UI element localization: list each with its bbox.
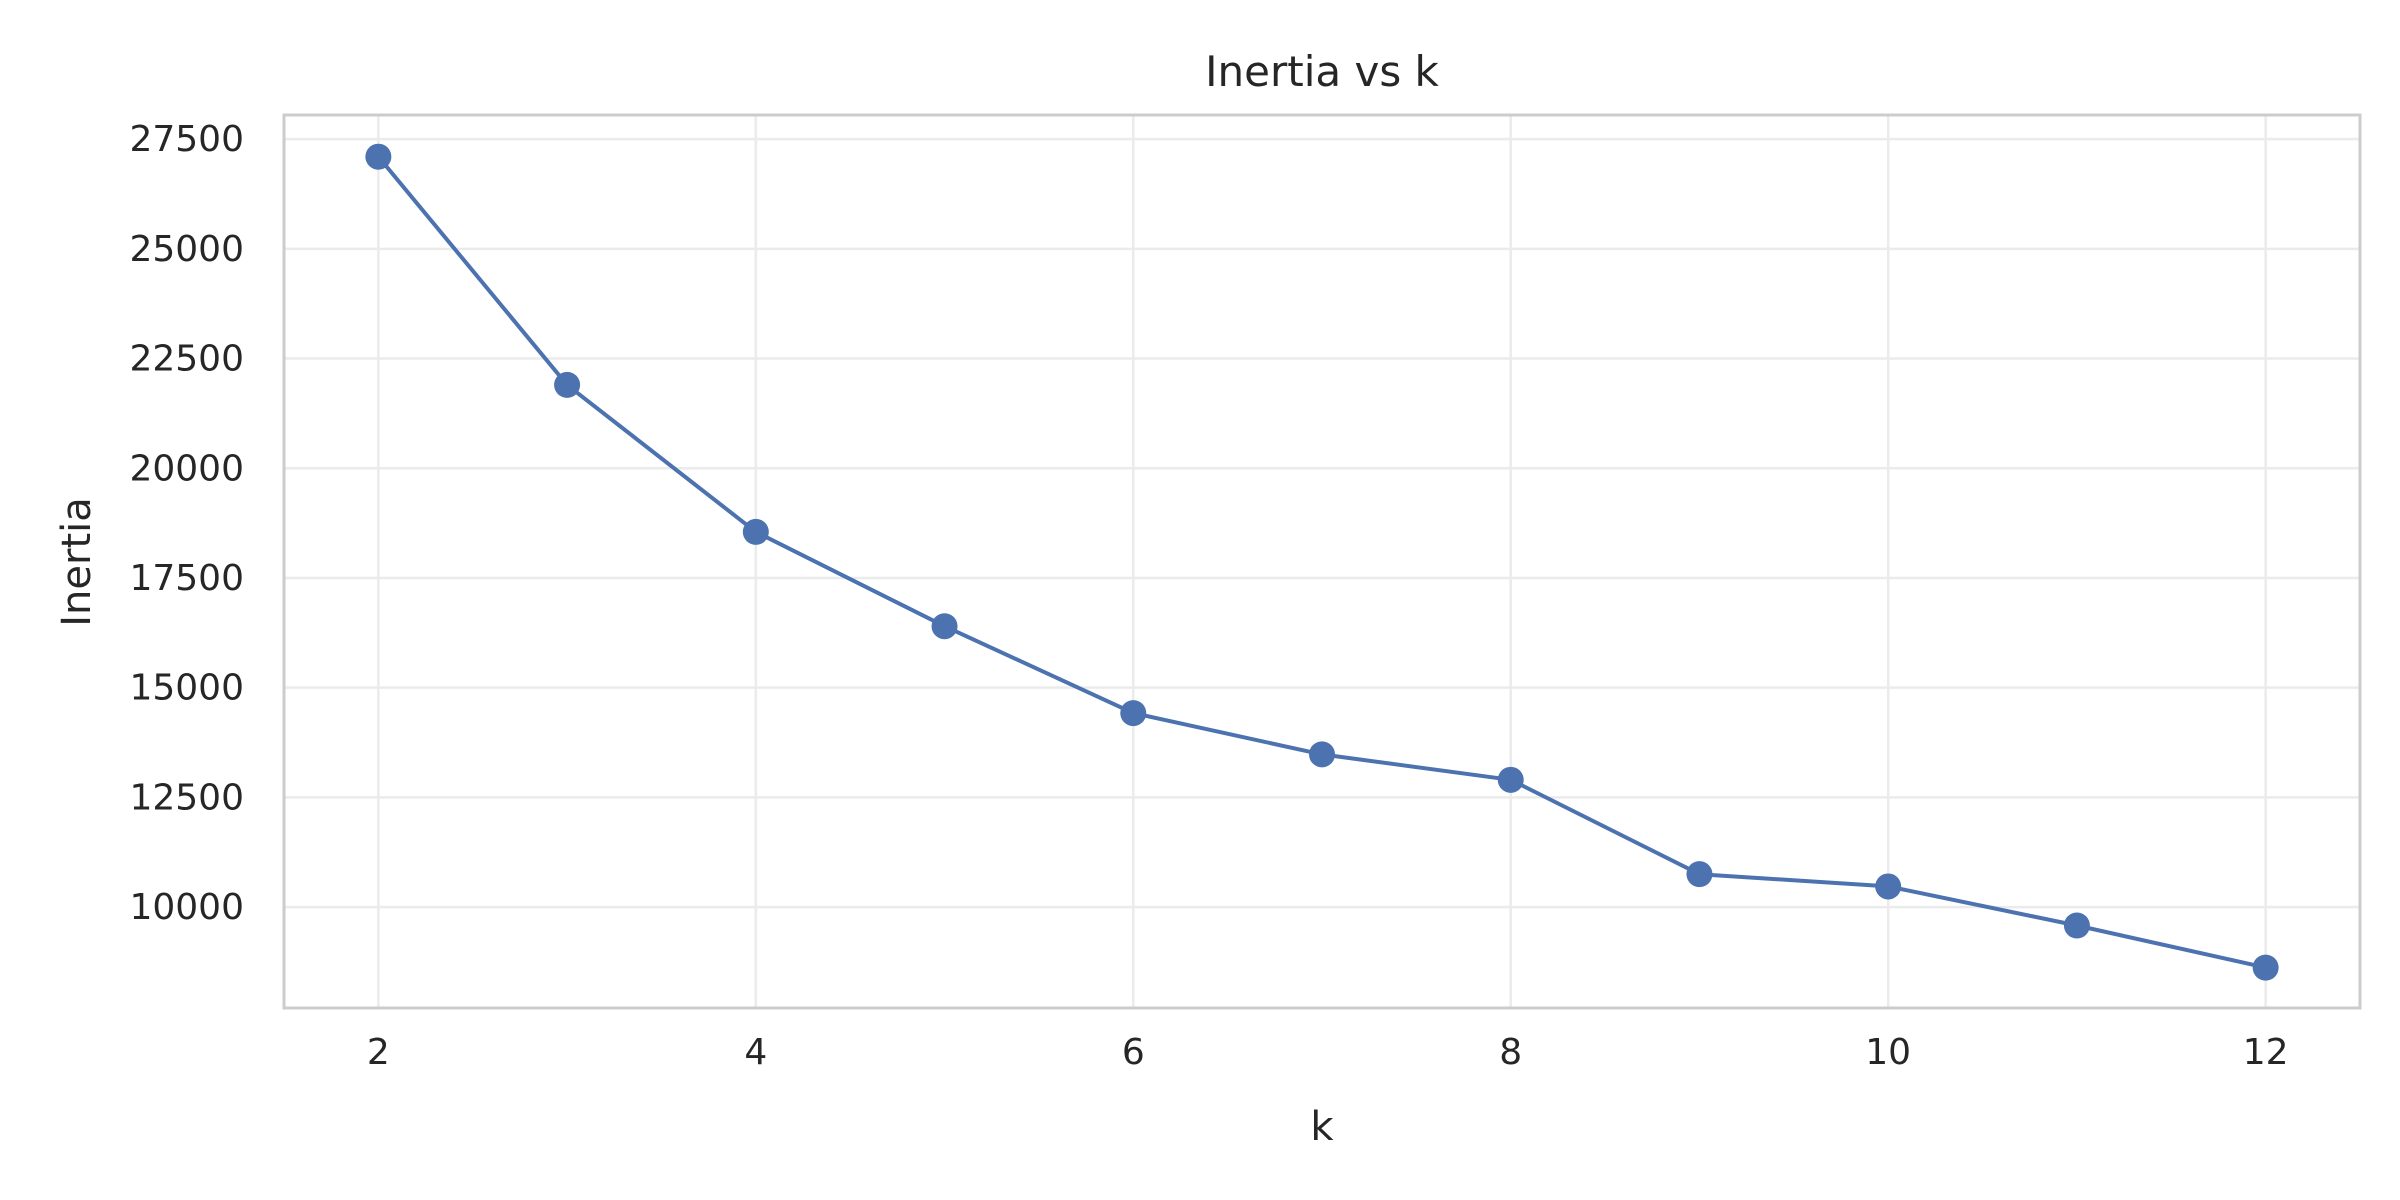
data-point	[2063, 912, 2090, 939]
series-layer	[365, 143, 2279, 981]
data-point	[554, 371, 581, 398]
data-point	[1497, 766, 1524, 793]
y-tick-label: 10000	[129, 887, 244, 928]
data-point	[931, 613, 958, 640]
data-point	[1686, 861, 1713, 888]
tick-labels: 2 4 6 8 10 12 10000 12500 15000 17500 20000 22500 25…	[129, 119, 2288, 1073]
y-tick-label: 20000	[129, 448, 244, 489]
y-tick-label: 17500	[129, 558, 244, 599]
data-point	[1875, 873, 1902, 900]
x-axis-label: k	[1310, 1104, 1334, 1150]
chart-title: Inertia vs k	[1205, 47, 1439, 96]
y-tick-label: 15000	[129, 668, 244, 709]
plot-frame	[282, 113, 2362, 1010]
y-tick-label: 25000	[129, 229, 244, 270]
x-tick-label: 10	[1865, 1032, 1911, 1073]
x-tick-label: 4	[744, 1032, 767, 1073]
plot-background	[284, 115, 2360, 1008]
data-point	[365, 143, 392, 170]
x-tick-label: 6	[1122, 1032, 1145, 1073]
grid	[284, 115, 2360, 1008]
y-tick-label: 12500	[129, 777, 244, 818]
data-point	[1120, 700, 1147, 727]
x-tick-label: 8	[1499, 1032, 1522, 1073]
data-point	[742, 518, 769, 545]
y-tick-label: 27500	[129, 119, 244, 160]
x-tick-label: 2	[367, 1032, 390, 1073]
x-tick-label: 12	[2243, 1032, 2289, 1073]
y-tick-label: 22500	[129, 339, 244, 380]
y-axis-label: Inertia	[54, 497, 100, 627]
data-point	[1309, 741, 1335, 768]
data-point	[2252, 954, 2279, 981]
